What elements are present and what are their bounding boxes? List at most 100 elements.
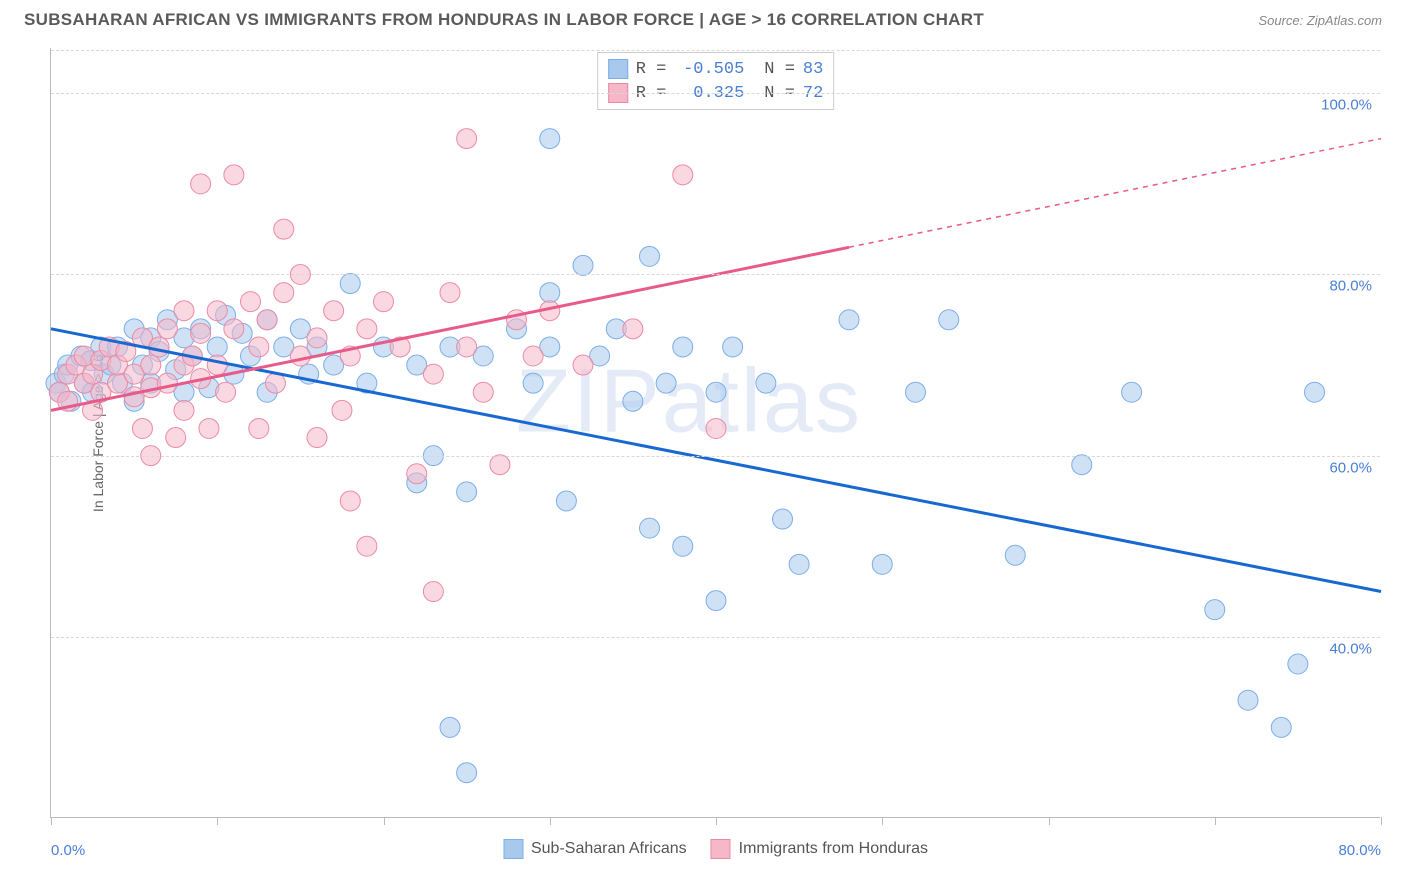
data-point — [706, 382, 726, 402]
data-point — [706, 418, 726, 438]
data-point — [174, 400, 194, 420]
data-point — [490, 455, 510, 475]
data-point — [839, 310, 859, 330]
legend-series-label: Sub-Saharan Africans — [531, 840, 687, 858]
data-point — [249, 337, 269, 357]
data-point — [307, 428, 327, 448]
data-point — [457, 129, 477, 149]
chart-title: SUBSAHARAN AFRICAN VS IMMIGRANTS FROM HO… — [24, 10, 984, 30]
x-tick — [882, 817, 883, 825]
data-point — [640, 518, 660, 538]
data-point — [149, 337, 169, 357]
data-point — [191, 174, 211, 194]
legend-correlation: R =-0.505N =83R =0.325N =72 — [597, 52, 835, 110]
x-tick — [217, 817, 218, 825]
data-point — [789, 554, 809, 574]
data-point — [274, 283, 294, 303]
x-tick-label: 80.0% — [1338, 842, 1381, 859]
data-point — [249, 418, 269, 438]
data-point — [872, 554, 892, 574]
data-point — [473, 382, 493, 402]
data-point — [374, 292, 394, 312]
chart-header: SUBSAHARAN AFRICAN VS IMMIGRANTS FROM HO… — [0, 0, 1406, 36]
y-tick-label: 40.0% — [1329, 640, 1372, 657]
legend-series-label: Immigrants from Honduras — [739, 840, 928, 858]
data-point — [573, 355, 593, 375]
legend-series: Sub-Saharan Africans Immigrants from Hond… — [503, 839, 928, 859]
data-point — [1072, 455, 1092, 475]
data-point — [1122, 382, 1142, 402]
data-point — [265, 373, 285, 393]
legend-r-value: -0.505 — [674, 60, 744, 79]
gridline — [51, 637, 1380, 638]
data-point — [132, 418, 152, 438]
data-point — [640, 246, 660, 266]
data-point — [423, 364, 443, 384]
data-point — [1205, 600, 1225, 620]
legend-series-item: Immigrants from Honduras — [711, 839, 928, 859]
data-point — [199, 418, 219, 438]
data-point — [540, 129, 560, 149]
legend-series-item: Sub-Saharan Africans — [503, 839, 687, 859]
legend-r-label: R = — [636, 60, 667, 79]
x-tick — [716, 817, 717, 825]
data-point — [357, 319, 377, 339]
data-point — [440, 717, 460, 737]
data-point — [357, 536, 377, 556]
gridline — [51, 93, 1380, 94]
x-tick — [550, 817, 551, 825]
legend-row: R =-0.505N =83 — [608, 57, 824, 81]
data-point — [423, 582, 443, 602]
data-point — [939, 310, 959, 330]
legend-swatch — [608, 59, 628, 79]
x-tick — [51, 817, 52, 825]
data-point — [216, 382, 236, 402]
legend-swatch — [711, 839, 731, 859]
data-point — [191, 323, 211, 343]
legend-swatch — [503, 839, 523, 859]
data-point — [556, 491, 576, 511]
data-point — [207, 355, 227, 375]
data-point — [440, 283, 460, 303]
data-point — [207, 337, 227, 357]
data-point — [723, 337, 743, 357]
data-point — [457, 763, 477, 783]
data-point — [457, 482, 477, 502]
data-point — [773, 509, 793, 529]
data-point — [224, 165, 244, 185]
data-point — [290, 346, 310, 366]
x-tick — [1215, 817, 1216, 825]
data-point — [756, 373, 776, 393]
data-point — [1271, 717, 1291, 737]
data-point — [623, 319, 643, 339]
data-point — [307, 328, 327, 348]
x-tick — [1049, 817, 1050, 825]
data-point — [673, 536, 693, 556]
trend-line-extrapolated — [849, 139, 1381, 248]
data-point — [573, 255, 593, 275]
data-point — [332, 400, 352, 420]
data-point — [141, 355, 161, 375]
y-tick-label: 60.0% — [1329, 459, 1372, 476]
chart-area: In Labor Force | Age > 16 ZIPatlas R =-0… — [50, 48, 1380, 818]
scatter-plot-svg — [51, 48, 1380, 817]
data-point — [174, 301, 194, 321]
gridline — [51, 50, 1380, 51]
data-point — [673, 337, 693, 357]
data-point — [523, 346, 543, 366]
data-point — [257, 310, 277, 330]
data-point — [623, 391, 643, 411]
data-point — [1305, 382, 1325, 402]
data-point — [274, 219, 294, 239]
data-point — [1238, 690, 1258, 710]
data-point — [457, 337, 477, 357]
data-point — [407, 464, 427, 484]
data-point — [1005, 545, 1025, 565]
data-point — [166, 428, 186, 448]
y-tick-label: 100.0% — [1321, 97, 1372, 114]
data-point — [340, 491, 360, 511]
data-point — [656, 373, 676, 393]
data-point — [540, 283, 560, 303]
x-tick — [384, 817, 385, 825]
chart-source: Source: ZipAtlas.com — [1258, 13, 1382, 28]
